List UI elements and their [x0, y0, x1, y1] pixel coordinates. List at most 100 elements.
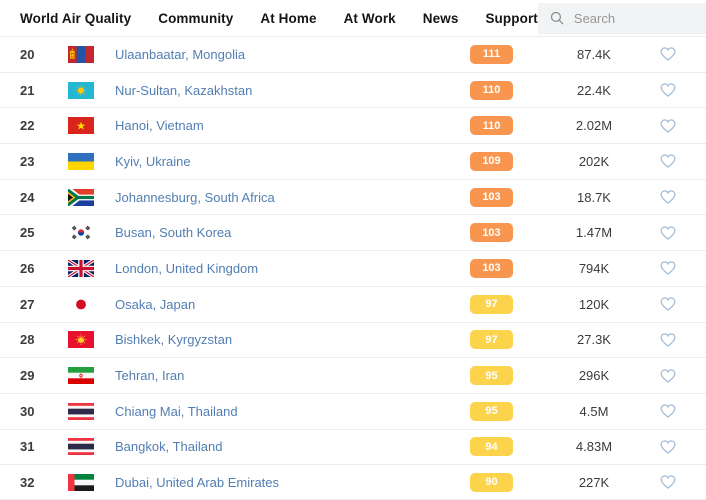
city-link[interactable]: Hanoi, Vietnam: [115, 118, 204, 134]
table-row[interactable]: 20 Ulaanbaatar, Mongolia 111 87.4K: [0, 36, 706, 72]
badge-cell: 103: [470, 187, 513, 207]
badge-cell: 110: [470, 80, 513, 100]
city-link[interactable]: London, United Kingdom: [115, 260, 259, 276]
rank-label: 31: [20, 439, 35, 455]
nav-menu: World Air Quality Community At Home At W…: [20, 11, 538, 26]
followers-count: 1.47M: [575, 225, 613, 241]
city-link[interactable]: Nur-Sultan, Kazakhstan: [115, 82, 253, 98]
rank-label: 25: [20, 225, 35, 241]
flag-cell: [68, 367, 115, 385]
heart-cell: [659, 82, 706, 98]
aqi-badge: 109: [470, 151, 513, 171]
followers-count: 120K: [578, 296, 610, 312]
top-navigation: World Air Quality Community At Home At W…: [0, 0, 706, 36]
nav-item-at-home[interactable]: At Home: [260, 10, 317, 26]
flag-cell: [68, 152, 115, 170]
heart-cell: [659, 225, 706, 241]
table-row[interactable]: 25 Busan, South Korea 103 1.47M: [0, 214, 706, 251]
rank-label: 20: [20, 46, 35, 62]
flag-cell: [68, 45, 115, 63]
table-row[interactable]: 29 Tehran, Iran 95 296K: [0, 357, 706, 393]
flag-cell: [68, 295, 115, 313]
followers-count: 296K: [578, 368, 610, 384]
followers-count: 4.5M: [579, 403, 609, 419]
badge-cell: 95: [470, 401, 513, 421]
flag-kazakhstan-icon: [68, 81, 94, 99]
heart-follow-button[interactable]: [659, 189, 677, 205]
followers-count: 2.02M: [575, 118, 613, 134]
badge-cell: 95: [470, 366, 513, 386]
heart-cell: [659, 296, 706, 312]
table-row[interactable]: 30 Chiang Mai, Thailand 95 4.5M: [0, 392, 706, 429]
heart-follow-button[interactable]: [659, 403, 677, 419]
rank-label: 23: [20, 153, 35, 169]
aqi-badge: 97: [470, 330, 513, 350]
table-row[interactable]: 28 Bishkek, Kyrgyzstan 97 27.3K: [0, 321, 706, 358]
heart-follow-button[interactable]: [659, 225, 677, 241]
city-link[interactable]: Johannesburg, South Africa: [115, 189, 275, 205]
flag-cell: [68, 402, 115, 420]
city-link[interactable]: Dubai, United Arab Emirates: [115, 474, 280, 490]
heart-follow-button[interactable]: [659, 46, 677, 62]
heart-follow-button[interactable]: [659, 368, 677, 384]
heart-follow-button[interactable]: [659, 153, 677, 169]
rank-label: 22: [20, 118, 35, 134]
table-row[interactable]: 32 Dubai, United Arab Emirates 90 227K: [0, 464, 706, 500]
heart-follow-button[interactable]: [659, 296, 677, 312]
city-link[interactable]: Osaka, Japan: [115, 296, 196, 312]
rank-label: 27: [20, 296, 35, 312]
city-link[interactable]: Chiang Mai, Thailand: [115, 403, 238, 419]
heart-follow-button[interactable]: [659, 439, 677, 455]
flag-cell: [68, 224, 115, 242]
rank-label: 30: [20, 403, 35, 419]
table-row[interactable]: 23 Kyiv, Ukraine 109 202K: [0, 143, 706, 179]
flag-mongolia-icon: [68, 45, 94, 63]
aqi-badge: 103: [470, 223, 513, 243]
flag-south-africa-icon: [68, 188, 94, 206]
followers-count: 18.7K: [577, 189, 611, 205]
city-link[interactable]: Tehran, Iran: [115, 368, 185, 384]
nav-item-support[interactable]: Support: [485, 10, 538, 26]
heart-cell: [659, 474, 706, 490]
flag-cell: [68, 117, 115, 135]
heart-follow-button[interactable]: [659, 474, 677, 490]
table-row[interactable]: 26 London, United Kingdom 103 794K: [0, 250, 706, 286]
nav-item-world-air-quality[interactable]: World Air Quality: [20, 10, 132, 26]
aqi-badge: 103: [470, 187, 513, 207]
table-row[interactable]: 21 Nur-Sultan, Kazakhstan 110 22.4K: [0, 71, 706, 108]
heart-cell: [659, 368, 706, 384]
flag-cell: [68, 438, 115, 456]
nav-item-at-work[interactable]: At Work: [343, 10, 396, 26]
table-row[interactable]: 24 Johannesburg, South Africa 103 18.7K: [0, 178, 706, 215]
city-link[interactable]: Bishkek, Kyrgyzstan: [115, 332, 233, 348]
flag-iran-icon: [68, 367, 94, 385]
heart-follow-button[interactable]: [659, 260, 677, 276]
flag-south-korea-icon: [68, 224, 94, 242]
heart-follow-button[interactable]: [659, 332, 677, 348]
city-link[interactable]: Ulaanbaatar, Mongolia: [115, 46, 246, 62]
followers-count: 4.83M: [575, 439, 613, 455]
flag-cell: [68, 473, 115, 491]
city-link[interactable]: Bangkok, Thailand: [115, 439, 223, 455]
city-ranking-table: 20 Ulaanbaatar, Mongolia 111 87.4K 21 Nu…: [0, 36, 706, 500]
aqi-badge: 94: [470, 437, 513, 457]
city-link[interactable]: Kyiv, Ukraine: [115, 153, 191, 169]
nav-item-community[interactable]: Community: [158, 10, 234, 26]
table-row[interactable]: 22 Hanoi, Vietnam 110 2.02M: [0, 107, 706, 144]
flag-vietnam-icon: [68, 117, 94, 135]
rank-label: 28: [20, 332, 35, 348]
nav-item-news[interactable]: News: [422, 10, 459, 26]
table-row[interactable]: 31 Bangkok, Thailand 94 4.83M: [0, 428, 706, 465]
heart-follow-button[interactable]: [659, 82, 677, 98]
heart-cell: [659, 118, 706, 134]
flag-cell: [68, 259, 115, 277]
search-box[interactable]: [537, 2, 706, 34]
heart-follow-button[interactable]: [659, 118, 677, 134]
flag-united-kingdom-icon: [68, 259, 94, 277]
rank-label: 32: [20, 474, 35, 490]
flag-cell: [68, 188, 115, 206]
city-link[interactable]: Busan, South Korea: [115, 225, 232, 241]
search-input[interactable]: [571, 9, 706, 27]
badge-cell: 97: [470, 294, 513, 314]
table-row[interactable]: 27 Osaka, Japan 97 120K: [0, 285, 706, 322]
